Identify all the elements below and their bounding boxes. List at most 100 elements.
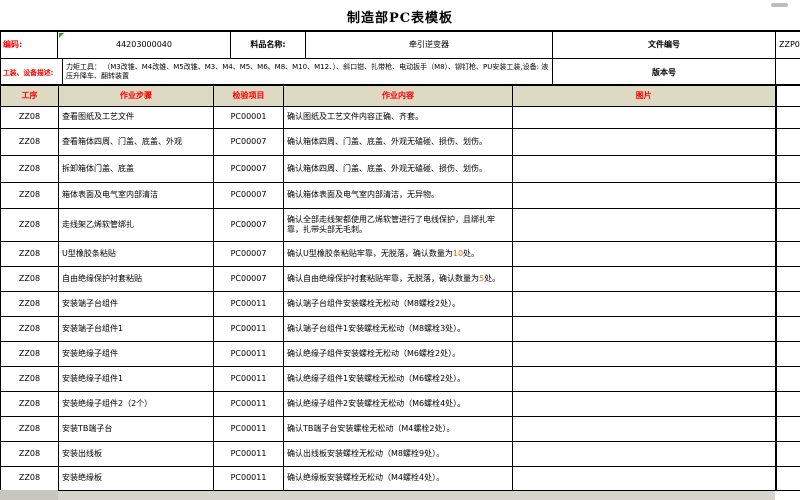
edge-cell[interactable] bbox=[774, 465, 800, 491]
step-cell[interactable]: 安装绝缘板 bbox=[58, 465, 214, 491]
item-cell[interactable]: PC00007 bbox=[213, 181, 284, 209]
edge-cell[interactable] bbox=[774, 207, 800, 242]
edge-cell[interactable] bbox=[774, 390, 800, 417]
content-cell[interactable]: 确认绝缘板安装螺栓无松动（M4螺栓4处）。 bbox=[283, 465, 513, 491]
picture-cell[interactable] bbox=[512, 390, 776, 417]
step-cell[interactable]: 安装出线板 bbox=[58, 440, 214, 467]
item-cell[interactable]: PC00011 bbox=[213, 365, 284, 392]
header-picture[interactable]: 图片 bbox=[512, 84, 776, 107]
picture-cell[interactable] bbox=[512, 265, 776, 292]
header-step[interactable]: 作业步骤 bbox=[58, 84, 214, 107]
process-cell[interactable]: ZZ08 bbox=[0, 105, 59, 129]
picture-cell[interactable] bbox=[512, 465, 776, 491]
item-cell[interactable]: PC00001 bbox=[213, 105, 284, 129]
picture-cell[interactable] bbox=[512, 240, 776, 267]
item-cell[interactable]: PC00007 bbox=[213, 154, 284, 183]
step-cell[interactable]: 安装端子台组件 bbox=[58, 290, 214, 317]
edge-cell[interactable] bbox=[774, 127, 800, 156]
name-label-cell[interactable]: 料品名称: bbox=[231, 32, 306, 59]
step-cell[interactable]: 箱体表面及电气室内部清洁 bbox=[58, 181, 214, 209]
edge-cell[interactable] bbox=[774, 265, 800, 292]
scrollbar-thumb[interactable] bbox=[771, 3, 788, 7]
edge-cell[interactable] bbox=[774, 440, 800, 467]
header-edge-cell[interactable] bbox=[774, 84, 800, 107]
edge-cell[interactable] bbox=[774, 154, 800, 183]
step-cell[interactable]: 安装TB端子台 bbox=[58, 415, 214, 442]
version-label-cell[interactable]: 版本号 bbox=[553, 59, 776, 86]
process-cell[interactable]: ZZ08 bbox=[0, 265, 59, 292]
content-cell[interactable]: 确认自由绝缘保护衬套粘贴牢靠，无脱落，确认数量为5处。 bbox=[283, 265, 513, 292]
item-cell[interactable]: PC00011 bbox=[213, 415, 284, 442]
content-cell[interactable]: 确认绝缘子组件2安装螺栓无松动（M6螺栓4处）。 bbox=[283, 390, 513, 417]
code-label-cell[interactable]: 编码: bbox=[1, 32, 58, 59]
edge-cell[interactable] bbox=[774, 290, 800, 317]
process-cell[interactable]: ZZ08 bbox=[0, 127, 59, 156]
version-value-cell[interactable] bbox=[776, 59, 800, 86]
edge-cell[interactable] bbox=[774, 181, 800, 209]
name-value-cell[interactable]: 牵引逆变器 bbox=[306, 32, 553, 59]
picture-cell[interactable] bbox=[512, 290, 776, 317]
equipment-label-cell[interactable]: 工装、设备描述: bbox=[1, 59, 63, 86]
process-cell[interactable]: ZZ08 bbox=[0, 240, 59, 267]
process-cell[interactable]: ZZ08 bbox=[0, 181, 59, 209]
edge-cell[interactable] bbox=[774, 240, 800, 267]
step-cell[interactable]: 自由绝缘保护衬套粘贴 bbox=[58, 265, 214, 292]
content-cell[interactable]: 确认出线板安装螺栓无松动（M8螺栓9处）。 bbox=[283, 440, 513, 467]
step-cell[interactable]: 安装绝缘子组件 bbox=[58, 340, 214, 367]
process-cell[interactable]: ZZ08 bbox=[0, 290, 59, 317]
picture-cell[interactable] bbox=[512, 340, 776, 367]
step-cell[interactable]: U型橡胶条粘贴 bbox=[58, 240, 214, 267]
picture-cell[interactable] bbox=[512, 127, 776, 156]
step-cell[interactable]: 查看图纸及工艺文件 bbox=[58, 105, 214, 129]
process-cell[interactable]: ZZ08 bbox=[0, 465, 59, 491]
process-cell[interactable]: ZZ08 bbox=[0, 315, 59, 342]
edge-cell[interactable] bbox=[774, 415, 800, 442]
process-cell[interactable]: ZZ08 bbox=[0, 440, 59, 467]
partial-next-row[interactable] bbox=[0, 490, 775, 500]
item-cell[interactable]: PC00011 bbox=[213, 315, 284, 342]
picture-cell[interactable] bbox=[512, 105, 776, 129]
item-cell[interactable]: PC00011 bbox=[213, 440, 284, 467]
content-cell[interactable]: 确认全部走线架都使用乙烯软管进行了电线保护，且绑扎牢靠，扎带头部无毛刺。 bbox=[283, 207, 513, 242]
edge-cell[interactable] bbox=[774, 105, 800, 129]
step-cell[interactable]: 查看箱体四周、门盖、底盖、外观 bbox=[58, 127, 214, 156]
content-cell[interactable]: 确认绝缘子组件1安装螺栓无松动（M6螺栓2处）。 bbox=[283, 365, 513, 392]
content-cell[interactable]: 确认箱体四周、门盖、底盖、外观无磕碰、损伤、划伤。 bbox=[283, 154, 513, 183]
process-cell[interactable]: ZZ08 bbox=[0, 154, 59, 183]
partial-next-row-first-cell[interactable] bbox=[0, 490, 58, 500]
edge-cell[interactable] bbox=[774, 340, 800, 367]
item-cell[interactable]: PC00007 bbox=[213, 265, 284, 292]
picture-cell[interactable] bbox=[512, 181, 776, 209]
picture-cell[interactable] bbox=[512, 315, 776, 342]
item-cell[interactable]: PC00007 bbox=[213, 127, 284, 156]
code-value-cell[interactable]: 44203000040 bbox=[58, 32, 231, 59]
header-content[interactable]: 作业内容 bbox=[283, 84, 513, 107]
process-cell[interactable]: ZZ08 bbox=[0, 365, 59, 392]
picture-cell[interactable] bbox=[512, 415, 776, 442]
content-cell[interactable]: 确认端子台组件安装螺栓无松动（M8螺栓2处）。 bbox=[283, 290, 513, 317]
item-cell[interactable]: PC00011 bbox=[213, 390, 284, 417]
picture-cell[interactable] bbox=[512, 154, 776, 183]
content-cell[interactable]: 确认图纸及工艺文件内容正确、齐套。 bbox=[283, 105, 513, 129]
step-cell[interactable]: 拆卸箱体门盖、底盖 bbox=[58, 154, 214, 183]
process-cell[interactable]: ZZ08 bbox=[0, 340, 59, 367]
item-cell[interactable]: PC00011 bbox=[213, 465, 284, 491]
content-cell[interactable]: 确认端子台组件1安装螺栓无松动（M8螺栓3处）。 bbox=[283, 315, 513, 342]
equipment-value-cell[interactable]: 力矩工具： （M3改锥、M4改锥、M5改锥、M3、M4、M5、M6、M8、M10… bbox=[63, 59, 553, 86]
step-cell[interactable]: 安装绝缘子组件2（2个） bbox=[58, 390, 214, 417]
picture-cell[interactable] bbox=[512, 365, 776, 392]
edge-cell[interactable] bbox=[774, 315, 800, 342]
header-item[interactable]: 检验项目 bbox=[213, 84, 284, 107]
picture-cell[interactable] bbox=[512, 440, 776, 467]
doc-number-label-cell[interactable]: 文件编号 bbox=[553, 32, 776, 59]
header-process[interactable]: 工序 bbox=[0, 84, 59, 107]
doc-number-value-cell[interactable]: ZZP0 bbox=[776, 32, 800, 59]
content-cell[interactable]: 确认箱体四周、门盖、底盖、外观无磕碰、损伤、划伤。 bbox=[283, 127, 513, 156]
item-cell[interactable]: PC00007 bbox=[213, 207, 284, 242]
content-cell[interactable]: 确认绝缘子组件安装螺栓无松动（M6螺栓2处）。 bbox=[283, 340, 513, 367]
content-cell[interactable]: 确认箱体表面及电气室内部清洁，无异物。 bbox=[283, 181, 513, 209]
edge-cell[interactable] bbox=[774, 365, 800, 392]
content-cell[interactable]: 确认TB端子台安装螺栓无松动（M4螺栓2处）。 bbox=[283, 415, 513, 442]
item-cell[interactable]: PC00011 bbox=[213, 290, 284, 317]
content-cell[interactable]: 确认U型橡胶条粘贴牢靠，无脱落，确认数量为10处。 bbox=[283, 240, 513, 267]
